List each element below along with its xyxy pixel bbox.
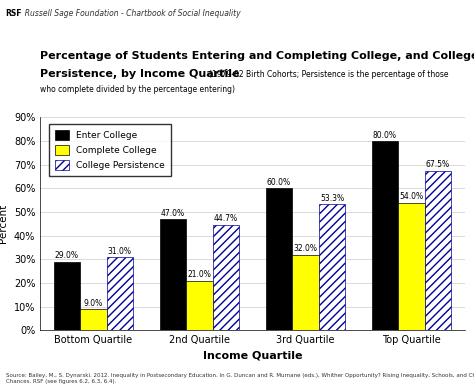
Text: 44.7%: 44.7% <box>214 214 238 223</box>
Text: who complete divided by the percentage entering): who complete divided by the percentage e… <box>40 85 235 94</box>
Bar <box>425 170 451 330</box>
Text: Persistence, by Income Quartile: Persistence, by Income Quartile <box>40 69 244 79</box>
Bar <box>160 219 186 330</box>
Text: Percentage of Students Entering and Completing College, and College: Percentage of Students Entering and Comp… <box>40 50 474 61</box>
Text: 67.5%: 67.5% <box>426 160 450 169</box>
Bar <box>292 255 319 330</box>
Bar <box>213 224 239 330</box>
X-axis label: Income Quartile: Income Quartile <box>203 351 302 361</box>
Text: (1979-82 Birth Cohorts; Persistence is the percentage of those: (1979-82 Birth Cohorts; Persistence is t… <box>209 70 448 79</box>
Text: 80.0%: 80.0% <box>373 131 397 140</box>
Text: 54.0%: 54.0% <box>400 192 424 201</box>
Bar <box>80 309 107 330</box>
Text: Source: Bailey, M., S. Dynarski. 2012. Inequality in Postsecondary Education. In: Source: Bailey, M., S. Dynarski. 2012. I… <box>6 373 474 384</box>
Bar <box>398 203 425 330</box>
Text: 29.0%: 29.0% <box>55 251 79 260</box>
Text: 47.0%: 47.0% <box>161 209 185 218</box>
Bar <box>319 204 345 330</box>
Text: 32.0%: 32.0% <box>293 244 318 253</box>
Text: Russell Sage Foundation - Chartbook of Social Inequality: Russell Sage Foundation - Chartbook of S… <box>20 9 240 18</box>
Legend: Enter College, Complete College, College Persistence: Enter College, Complete College, College… <box>49 124 171 176</box>
Bar <box>372 141 398 330</box>
Y-axis label: Percent: Percent <box>0 204 9 244</box>
Bar <box>107 257 133 330</box>
Text: RSF: RSF <box>6 9 22 18</box>
Bar <box>265 188 292 330</box>
Text: 60.0%: 60.0% <box>267 178 291 187</box>
Text: 31.0%: 31.0% <box>108 247 132 256</box>
Bar <box>186 281 213 330</box>
Text: 9.0%: 9.0% <box>84 299 103 308</box>
Bar <box>54 262 80 330</box>
Text: 21.0%: 21.0% <box>187 270 211 279</box>
Text: 53.3%: 53.3% <box>320 194 344 203</box>
